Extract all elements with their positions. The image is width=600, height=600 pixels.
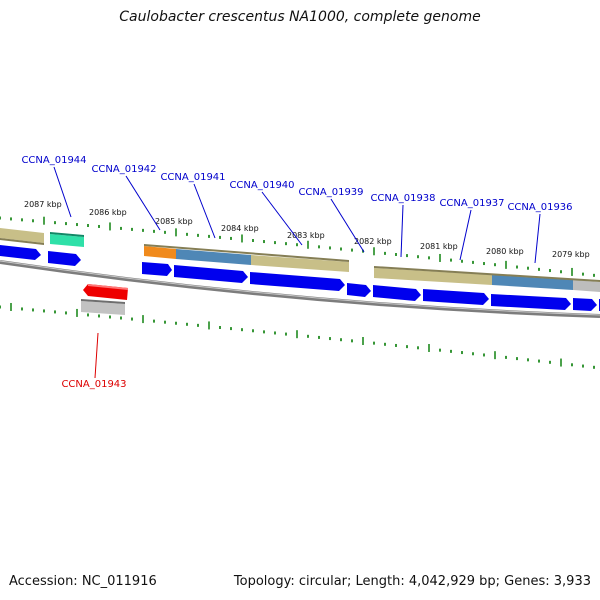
leader-line (53, 166, 72, 218)
gene-bar-shadow (374, 266, 600, 282)
gene-bar-shadow (144, 244, 349, 262)
cds-arrow[interactable] (142, 262, 172, 276)
cds-arrow-reverse-shade (88, 284, 128, 290)
ruler-label: 2087 kbp (24, 200, 62, 209)
cds-arrow[interactable] (491, 294, 571, 310)
ruler-label: 2086 kbp (89, 208, 127, 217)
cds-arrow[interactable] (48, 251, 81, 266)
gene-label-ccna-01941[interactable]: CCNA_01941 (160, 172, 225, 183)
cds-arrow[interactable] (250, 272, 345, 291)
leader-line (400, 204, 404, 258)
gene-bar-shadow (0, 238, 44, 245)
inner-tick-row (0, 302, 595, 369)
leader-line (459, 209, 472, 261)
gene-bar-khaki[interactable] (251, 255, 349, 272)
ruler-label: 2085 kbp (155, 217, 193, 226)
cds-arrow[interactable] (573, 298, 597, 311)
ruler-label: 2080 kbp (486, 247, 524, 256)
genome-title: Caulobacter crescentus NA1000, complete … (119, 9, 481, 25)
gene-label-ccna-01940[interactable]: CCNA_01940 (229, 180, 294, 191)
ruler-label: 2084 kbp (221, 224, 259, 233)
cds-arrow[interactable] (373, 285, 421, 301)
leader-line (125, 175, 161, 231)
cds-arrow[interactable] (174, 265, 248, 283)
leader-line (94, 332, 99, 379)
gene-bar-gray[interactable] (573, 280, 600, 292)
gene-bar-orange[interactable] (144, 246, 176, 259)
cds-arrow[interactable] (423, 289, 489, 305)
gene-label-ccna-01942[interactable]: CCNA_01942 (91, 164, 156, 175)
gene-label-ccna-01937[interactable]: CCNA_01937 (439, 198, 504, 209)
gene-bar-steel[interactable] (176, 249, 251, 265)
gene-bar-gray-reverse[interactable] (81, 301, 125, 315)
gene-label-ccna-01944[interactable]: CCNA_01944 (21, 155, 86, 166)
genome-backbone-highlight (0, 260, 600, 316)
gene-bar-shadow (50, 232, 84, 237)
ruler-label: 2082 kbp (354, 237, 392, 246)
genome-backbone (0, 260, 600, 318)
gene-label-ccna-01936[interactable]: CCNA_01936 (507, 202, 572, 213)
cds-arrow[interactable] (347, 283, 371, 297)
leader-line (330, 198, 365, 253)
cds-track (0, 245, 600, 311)
gene-bar-khaki[interactable] (374, 268, 492, 285)
gene-bar-teal[interactable] (50, 234, 84, 247)
leader-line (193, 183, 216, 239)
cds-arrow[interactable] (0, 245, 41, 260)
outer-tick-row (0, 216, 595, 277)
ruler-label: 2081 kbp (420, 242, 458, 251)
gene-bar-shadow (81, 299, 125, 304)
gene-track (0, 228, 600, 292)
leader-line (261, 191, 303, 246)
gene-label-ccna-01938[interactable]: CCNA_01938 (370, 193, 435, 204)
gene-label-ccna-01939[interactable]: CCNA_01939 (298, 187, 363, 198)
leader-line (534, 213, 541, 264)
gene-label-ccna-01943[interactable]: CCNA_01943 (61, 379, 126, 390)
genome-summary-label: Topology: circular; Length: 4,042,929 bp… (233, 574, 591, 589)
ruler-label: 2083 kbp (287, 231, 325, 240)
ruler-label: 2079 kbp (552, 250, 590, 259)
accession-label: Accession: NC_011916 (9, 574, 157, 589)
